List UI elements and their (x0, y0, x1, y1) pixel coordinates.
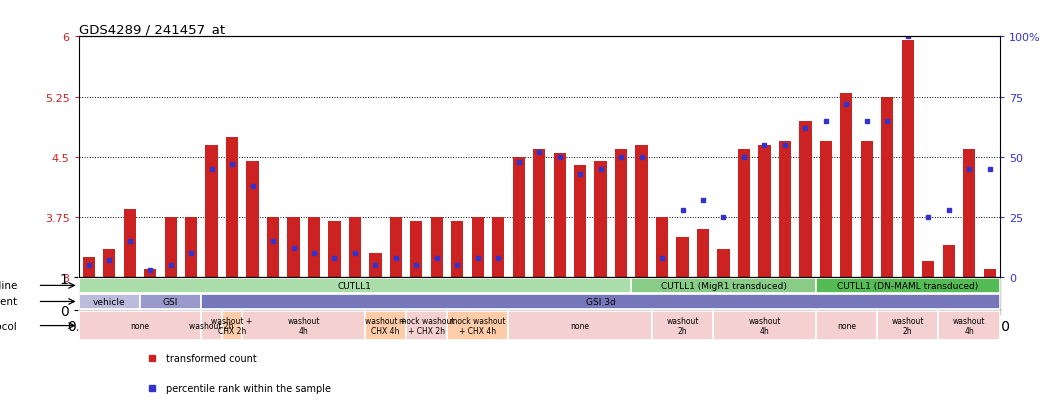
Text: GSI: GSI (163, 297, 178, 306)
FancyBboxPatch shape (713, 311, 816, 341)
Bar (820, 141, 832, 278)
Text: washout
2h: washout 2h (891, 316, 925, 335)
FancyBboxPatch shape (222, 311, 242, 341)
Bar (287, 218, 299, 278)
Text: GDS4289 / 241457_at: GDS4289 / 241457_at (79, 23, 225, 36)
Text: washout
4h: washout 4h (953, 316, 985, 335)
FancyBboxPatch shape (201, 294, 1000, 309)
FancyBboxPatch shape (79, 294, 140, 309)
FancyBboxPatch shape (509, 311, 652, 341)
Text: washout
4h: washout 4h (749, 316, 781, 335)
Bar (615, 150, 627, 278)
FancyBboxPatch shape (79, 311, 201, 341)
Text: washout
2h: washout 2h (666, 316, 698, 335)
Bar (779, 141, 792, 278)
Text: none: none (131, 321, 150, 330)
Bar (246, 161, 259, 278)
FancyBboxPatch shape (816, 311, 877, 341)
FancyBboxPatch shape (447, 311, 509, 341)
Bar (963, 150, 976, 278)
FancyBboxPatch shape (79, 278, 631, 293)
Text: washout 2h: washout 2h (190, 321, 233, 330)
Bar (840, 93, 852, 278)
Bar (882, 97, 893, 278)
Text: mock washout
+ CHX 4h: mock washout + CHX 4h (450, 316, 506, 335)
Text: agent: agent (0, 297, 17, 307)
Bar (389, 218, 402, 278)
Bar (799, 121, 811, 278)
Bar (901, 41, 914, 278)
FancyBboxPatch shape (877, 311, 938, 341)
FancyBboxPatch shape (140, 294, 201, 309)
Bar (636, 145, 648, 278)
FancyBboxPatch shape (631, 278, 816, 293)
Text: washout +
CHX 4h: washout + CHX 4h (365, 316, 406, 335)
Text: CUTLL1 (MigR1 transduced): CUTLL1 (MigR1 transduced) (661, 281, 786, 290)
Bar (226, 138, 239, 278)
Bar (861, 141, 873, 278)
Bar (308, 218, 320, 278)
Bar (451, 221, 464, 278)
Bar (655, 218, 668, 278)
FancyBboxPatch shape (652, 311, 713, 341)
FancyBboxPatch shape (816, 278, 1000, 293)
Text: washout
4h: washout 4h (288, 316, 320, 335)
Bar (144, 270, 156, 278)
Text: vehicle: vehicle (93, 297, 126, 306)
Bar (717, 249, 730, 278)
Bar (430, 218, 443, 278)
Bar (983, 270, 996, 278)
Bar (267, 218, 280, 278)
Bar (124, 209, 136, 278)
Bar (697, 230, 709, 278)
FancyBboxPatch shape (365, 311, 406, 341)
Text: percentile rank within the sample: percentile rank within the sample (166, 383, 331, 393)
Text: GSI 3d: GSI 3d (585, 297, 616, 306)
FancyBboxPatch shape (242, 311, 365, 341)
Bar (83, 258, 95, 278)
Bar (164, 218, 177, 278)
Bar (349, 218, 361, 278)
FancyBboxPatch shape (406, 311, 447, 341)
FancyBboxPatch shape (938, 311, 1000, 341)
Text: CUTLL1 (DN-MAML transduced): CUTLL1 (DN-MAML transduced) (838, 281, 978, 290)
Text: none: none (571, 321, 589, 330)
Bar (942, 246, 955, 278)
Bar (738, 150, 750, 278)
Bar (533, 150, 545, 278)
Text: cell line: cell line (0, 281, 17, 291)
Bar (103, 249, 115, 278)
FancyBboxPatch shape (201, 311, 222, 341)
Bar (329, 221, 340, 278)
Bar (492, 218, 505, 278)
Text: none: none (837, 321, 855, 330)
Text: transformed count: transformed count (166, 353, 257, 363)
Bar (758, 145, 771, 278)
Bar (205, 145, 218, 278)
Text: protocol: protocol (0, 321, 17, 331)
Text: CUTLL1: CUTLL1 (338, 281, 372, 290)
Text: washout +
CHX 2h: washout + CHX 2h (211, 316, 252, 335)
Bar (185, 218, 197, 278)
Bar (554, 153, 565, 278)
Bar (370, 254, 381, 278)
Bar (471, 218, 484, 278)
Bar (922, 262, 934, 278)
Text: mock washout
+ CHX 2h: mock washout + CHX 2h (399, 316, 454, 335)
Bar (595, 161, 607, 278)
Bar (513, 157, 525, 278)
Bar (676, 237, 689, 278)
Bar (574, 166, 586, 278)
Bar (410, 221, 423, 278)
